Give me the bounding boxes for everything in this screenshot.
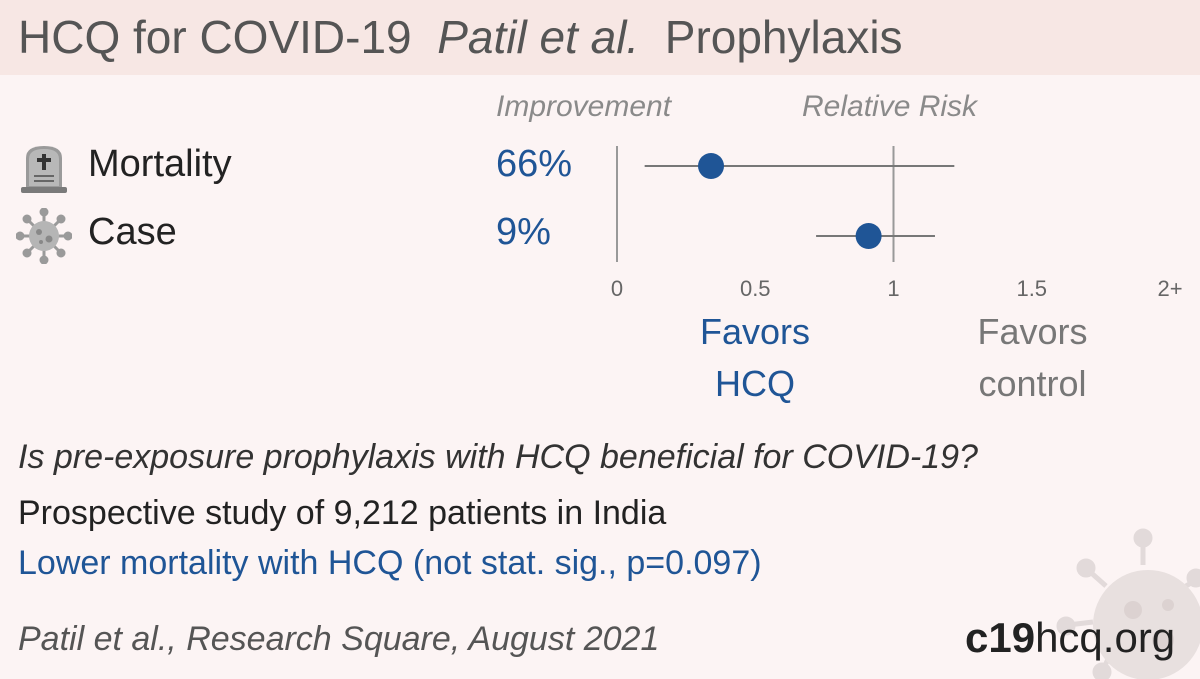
- point-estimate-case: [855, 223, 882, 249]
- improvement-column-header: Improvement: [496, 90, 672, 123]
- point-estimate-mortality: [698, 153, 725, 179]
- favors-control-line2: control: [978, 363, 1087, 404]
- x-tick-label: 1: [887, 276, 899, 301]
- brand-bold: c19: [965, 614, 1036, 661]
- citation: Patil et al., Research Square, August 20…: [18, 620, 660, 658]
- title-authors: Patil et al.: [437, 11, 640, 63]
- x-tick-label: 1.5: [1016, 276, 1047, 301]
- title-main: HCQ for COVID-19: [18, 11, 412, 63]
- study-question: Is pre-exposure prophylaxis with HCQ ben…: [18, 438, 978, 476]
- row-label-case: Case: [88, 211, 177, 253]
- study-result: Lower mortality with HCQ (not stat. sig.…: [18, 544, 762, 582]
- virus-watermark-icon: [1056, 528, 1200, 679]
- brand-rest: hcq.org: [1035, 614, 1176, 661]
- favors-control-line1: Favors: [977, 311, 1088, 352]
- virus-icon: [16, 208, 72, 264]
- site-brand: c19hcq.org: [965, 614, 1175, 662]
- x-tick-label: 0.5: [740, 276, 771, 301]
- row-label-mortality: Mortality: [88, 143, 232, 185]
- x-tick-label: 2+: [1157, 276, 1182, 301]
- study-description: Prospective study of 9,212 patients in I…: [18, 494, 667, 532]
- favors-hcq-line1: Favors: [699, 311, 811, 352]
- favors-control-label: Favors control: [935, 306, 1130, 410]
- page-title: HCQ for COVID-19 Patil et al. Prophylaxi…: [18, 10, 903, 64]
- x-tick-label: 0: [611, 276, 623, 301]
- improvement-value-case: 9%: [496, 211, 551, 253]
- forest-plot: 0 0.5 1 1.5 2+: [611, 146, 1183, 301]
- tombstone-icon: [21, 146, 67, 193]
- favors-hcq-line2: HCQ: [715, 363, 795, 404]
- favors-hcq-label: Favors HCQ: [660, 306, 850, 410]
- title-topic: Prophylaxis: [664, 11, 903, 63]
- relative-risk-column-header: Relative Risk: [802, 90, 978, 123]
- improvement-value-mortality: 66%: [496, 143, 573, 185]
- header-bar: HCQ for COVID-19 Patil et al. Prophylaxi…: [0, 0, 1200, 75]
